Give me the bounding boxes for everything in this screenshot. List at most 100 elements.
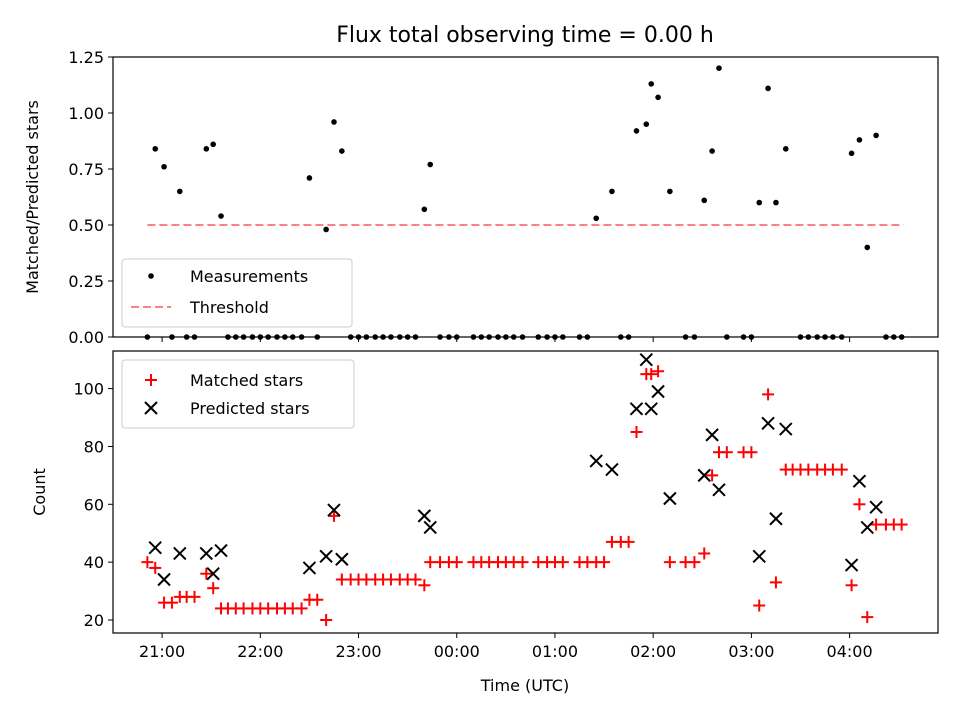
predicted-star-stroke [199, 546, 214, 561]
bottom-y-tick-label: 100 [73, 380, 104, 399]
predicted-star-point [629, 402, 644, 416]
measurement-point [593, 215, 600, 222]
predicted-star-point [697, 468, 711, 483]
measurement-point [427, 161, 434, 168]
x-tick-label: 22:00 [237, 642, 283, 661]
predicted-star-stroke [852, 474, 867, 488]
x-tick-label: 04:00 [827, 642, 873, 661]
matched-star-point [149, 561, 162, 574]
measurement-point [323, 226, 329, 233]
matched-star-point [652, 365, 665, 378]
measurement-point [864, 244, 871, 251]
predicted-star-stroke [173, 546, 187, 561]
measurement-point [782, 146, 789, 152]
predicted-star-stroke [752, 549, 766, 564]
measurement-point [848, 150, 855, 157]
matched-star-point [895, 518, 908, 531]
matched-star-point [706, 469, 719, 482]
predicted-star-stroke [697, 468, 711, 483]
top-y-axis-label: Matched/Predicted stars [23, 100, 42, 294]
predicted-star-stroke [844, 558, 859, 572]
measurement-point [655, 94, 661, 101]
matched-star-point [853, 498, 866, 511]
measurement-point [421, 206, 428, 213]
predicted-star-point [844, 558, 859, 572]
predicted-star-stroke [423, 520, 437, 535]
predicted-star-point [335, 552, 349, 566]
bottom-legend: Matched stars Predicted stars [121, 359, 355, 429]
legend-matched-label: Matched stars [190, 371, 303, 390]
measurement-point [756, 199, 763, 206]
predicted-star-stroke [335, 552, 349, 566]
legend-threshold-label: Threshold [189, 298, 269, 317]
predicted-star-point [417, 509, 432, 523]
predicted-star-point [423, 520, 437, 535]
predicted-star-point [852, 474, 867, 488]
predicted-star-stroke [157, 572, 171, 587]
predicted-star-stroke [663, 491, 677, 506]
x-tick-label: 23:00 [335, 642, 381, 661]
predicted-star-point [860, 520, 874, 535]
legend-predicted-marker [144, 401, 158, 415]
top-y-tick-label: 0.50 [68, 216, 104, 235]
top-axes-frame [112, 56, 939, 338]
matched-star-point [835, 463, 848, 476]
bottom-axes-frame [112, 350, 939, 634]
matched-star-point [311, 593, 324, 606]
predicted-star-point [651, 384, 665, 399]
matched-star-point [320, 613, 333, 626]
measurement-point [643, 121, 650, 127]
top-y-tick-label: 0.25 [68, 272, 104, 291]
predicted-star-point [173, 546, 187, 561]
matched-star-point [516, 556, 529, 569]
top-legend-box [121, 258, 353, 328]
predicted-star-point [644, 402, 658, 416]
bottom-plot-area [141, 352, 908, 626]
predicted-star-stroke [417, 509, 432, 523]
matched-star-point [622, 535, 635, 548]
measurement-point [161, 163, 167, 170]
predicted-star-point [206, 567, 220, 581]
predicted-star-point [199, 546, 214, 561]
predicted-star-stroke [651, 384, 665, 399]
matched-star-point [556, 556, 569, 569]
bottom-y-tick-label: 80 [84, 437, 104, 456]
predicted-star-stroke [769, 512, 783, 526]
bottom-legend-box [121, 359, 355, 429]
predicted-star-point [327, 503, 341, 517]
predicted-star-stroke [302, 561, 317, 575]
measurement-point [306, 175, 313, 181]
measurement-point [339, 148, 345, 154]
matched-star-point [745, 446, 758, 459]
x-tick-label: 03:00 [728, 642, 774, 661]
matched-star-point [720, 446, 733, 459]
predicted-star-point [639, 352, 654, 367]
predicted-star-stroke [206, 567, 220, 581]
predicted-star-point [302, 561, 317, 575]
predicted-star-stroke [589, 454, 603, 468]
bottom-y-tick-label: 60 [84, 495, 104, 514]
legend-predicted-label: Predicted stars [190, 399, 310, 418]
matched-star-point [207, 582, 220, 595]
measurement-point [709, 148, 715, 154]
predicted-star-point [589, 454, 603, 468]
predicted-star-stroke [327, 503, 341, 517]
x-tick-label: 02:00 [630, 642, 676, 661]
matched-star-point [165, 596, 178, 609]
measurement-point [765, 85, 771, 92]
predicted-star-point [779, 422, 793, 436]
matched-star-point [188, 590, 201, 603]
predicted-star-stroke [639, 352, 654, 367]
predicted-star-stroke [779, 422, 793, 436]
predicted-star-stroke [214, 543, 228, 558]
matched-star-point [598, 556, 611, 569]
predicted-star-point [769, 512, 783, 526]
predicted-star-stroke [148, 540, 162, 555]
predicted-star-point [761, 416, 775, 431]
measurement-point [856, 137, 863, 143]
matched-star-point [295, 602, 308, 615]
matched-star-point [418, 579, 431, 592]
measurement-point [609, 188, 615, 195]
top-y-tick-label: 1.25 [68, 48, 104, 67]
